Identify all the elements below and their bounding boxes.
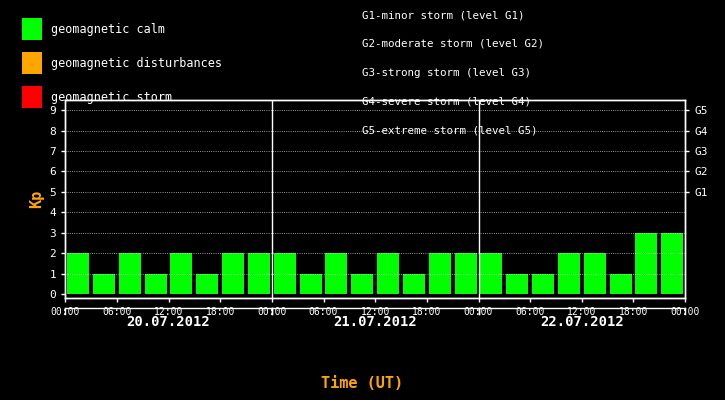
Bar bbox=[326, 253, 347, 294]
Text: geomagnetic calm: geomagnetic calm bbox=[51, 22, 165, 36]
Text: 22.07.2012: 22.07.2012 bbox=[540, 316, 624, 330]
Text: G1-minor storm (level G1): G1-minor storm (level G1) bbox=[362, 10, 525, 20]
Bar bbox=[248, 253, 270, 294]
Text: G2-moderate storm (level G2): G2-moderate storm (level G2) bbox=[362, 39, 544, 49]
Bar bbox=[299, 274, 322, 294]
Text: geomagnetic disturbances: geomagnetic disturbances bbox=[51, 56, 222, 70]
Text: 20.07.2012: 20.07.2012 bbox=[127, 316, 210, 330]
Bar bbox=[403, 274, 425, 294]
Bar bbox=[274, 253, 296, 294]
Bar bbox=[481, 253, 502, 294]
Bar bbox=[352, 274, 373, 294]
Bar bbox=[93, 274, 115, 294]
Bar bbox=[428, 253, 451, 294]
Text: 21.07.2012: 21.07.2012 bbox=[334, 316, 417, 330]
Bar bbox=[455, 253, 476, 294]
Text: G5-extreme storm (level G5): G5-extreme storm (level G5) bbox=[362, 125, 538, 135]
Bar bbox=[661, 233, 683, 294]
Bar bbox=[532, 274, 554, 294]
Text: geomagnetic storm: geomagnetic storm bbox=[51, 90, 172, 104]
Bar bbox=[145, 274, 167, 294]
Bar bbox=[558, 253, 580, 294]
Bar bbox=[377, 253, 399, 294]
Bar bbox=[67, 253, 89, 294]
Bar bbox=[506, 274, 529, 294]
Bar bbox=[222, 253, 244, 294]
Bar bbox=[196, 274, 218, 294]
Bar bbox=[610, 274, 631, 294]
Text: G4-severe storm (level G4): G4-severe storm (level G4) bbox=[362, 96, 531, 106]
Bar bbox=[584, 253, 605, 294]
Text: G3-strong storm (level G3): G3-strong storm (level G3) bbox=[362, 68, 531, 78]
Y-axis label: Kp: Kp bbox=[29, 190, 44, 208]
Bar bbox=[119, 253, 141, 294]
Text: Time (UT): Time (UT) bbox=[321, 376, 404, 392]
Bar bbox=[635, 233, 658, 294]
Bar bbox=[170, 253, 192, 294]
